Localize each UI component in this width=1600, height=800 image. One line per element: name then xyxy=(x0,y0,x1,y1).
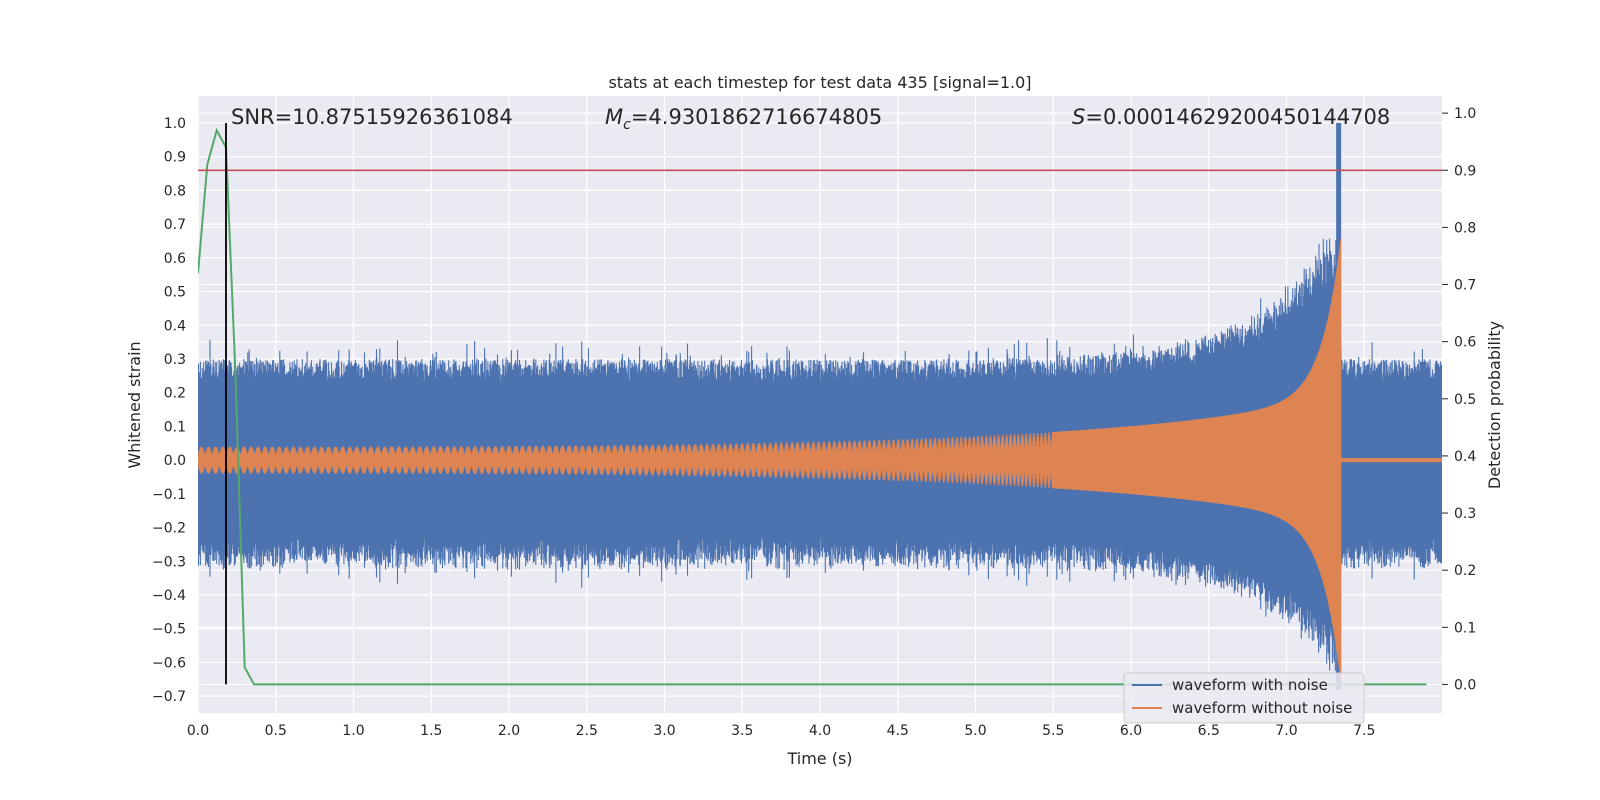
legend-label-clean: waveform without noise xyxy=(1172,699,1352,717)
y-tick-labels-right: 0.0 0.1 0.2 0.3 0.4 0.5 0.6 0.7 0.8 0.9 1.0 xyxy=(1442,106,1476,693)
y-tick-label-right: 0.3 xyxy=(1454,506,1476,522)
x-tick-label: 2.0 xyxy=(498,723,520,739)
y-tick-label-right: 0.4 xyxy=(1454,449,1476,465)
mc-value: =4.9301862716674805 xyxy=(631,105,882,129)
y-axis-label-left: Whitened strain xyxy=(125,341,144,468)
s-value: =0.00014629200450144708 xyxy=(1085,105,1390,129)
y-tick-label-left: −0.6 xyxy=(152,655,186,671)
y-tick-labels-left: −0.7 −0.6 −0.5 −0.4 −0.3 −0.2 −0.1 0.0 0.1 0.2 0.3… xyxy=(152,116,186,705)
y-tick-label-left: 0.0 xyxy=(164,453,186,469)
x-tick-label: 6.5 xyxy=(1198,723,1220,739)
x-tick-label: 0.5 xyxy=(265,723,287,739)
x-tick-label: 7.0 xyxy=(1275,723,1297,739)
y-tick-label-right: 0.2 xyxy=(1454,563,1476,579)
legend: waveform with noise waveform without noi… xyxy=(1123,672,1365,724)
y-tick-label-right: 0.9 xyxy=(1454,163,1476,179)
x-tick-label: 0.0 xyxy=(187,723,209,739)
y-tick-label-left: 0.1 xyxy=(164,419,186,435)
series-waveform-without-noise xyxy=(198,238,1442,682)
y-tick-label-left: 0.7 xyxy=(164,217,186,233)
mc-symbol: M xyxy=(605,105,623,129)
y-tick-label-right: 0.7 xyxy=(1454,278,1476,294)
chart-title: stats at each timestep for test data 435… xyxy=(608,73,1031,92)
y-tick-label-left: 0.8 xyxy=(164,183,186,199)
x-tick-label: 4.0 xyxy=(809,723,831,739)
x-tick-label: 3.5 xyxy=(731,723,753,739)
x-tick-label: 6.0 xyxy=(1120,723,1142,739)
x-tick-label: 7.5 xyxy=(1353,723,1375,739)
mc-subscript: c xyxy=(623,117,631,133)
snr-annotation: SNR=10.87515926361084 xyxy=(231,105,513,129)
y-tick-label-right: 0.6 xyxy=(1454,335,1476,351)
s-symbol: S xyxy=(1072,105,1085,129)
x-tick-label: 1.0 xyxy=(342,723,364,739)
y-tick-label-left: −0.5 xyxy=(152,622,186,638)
x-tick-label: 5.5 xyxy=(1042,723,1064,739)
x-tick-label: 1.5 xyxy=(420,723,442,739)
mc-annotation: Mc=4.9301862716674805 xyxy=(605,105,882,133)
x-tick-label: 5.0 xyxy=(964,723,986,739)
x-tick-labels: 0.0 0.5 1.0 1.5 2.0 2.5 3.0 3.5 4.0 4.5 5.0 5.5 6.0 6… xyxy=(187,723,1376,739)
x-tick-label: 3.0 xyxy=(653,723,675,739)
x-axis-label: Time (s) xyxy=(786,749,852,768)
x-tick-label: 2.5 xyxy=(576,723,598,739)
y-tick-label-left: 0.2 xyxy=(164,386,186,402)
y-tick-label-right: 1.0 xyxy=(1454,106,1476,122)
y-tick-label-left: −0.4 xyxy=(152,588,186,604)
legend-label-noise: waveform with noise xyxy=(1172,676,1328,694)
x-tick-label: 4.5 xyxy=(887,723,909,739)
y-tick-label-left: 0.3 xyxy=(164,352,186,368)
y-tick-label-left: 0.9 xyxy=(164,150,186,166)
y-tick-label-right: 0.0 xyxy=(1454,677,1476,693)
y-tick-label-left: 0.4 xyxy=(164,318,186,334)
y-axis-label-right: Detection probability xyxy=(1485,321,1504,489)
y-tick-label-right: 0.5 xyxy=(1454,392,1476,408)
y-tick-label-left: −0.7 xyxy=(152,689,186,705)
y-tick-label-left: 0.6 xyxy=(164,251,186,267)
s-annotation: S=0.00014629200450144708 xyxy=(1072,105,1390,129)
y-tick-label-right: 0.8 xyxy=(1454,220,1476,236)
y-tick-label-left: −0.3 xyxy=(152,554,186,570)
y-tick-label-left: 0.5 xyxy=(164,285,186,301)
y-tick-label-left: 1.0 xyxy=(164,116,186,132)
series-detection-probability xyxy=(198,127,1427,686)
y-tick-label-left: −0.2 xyxy=(152,521,186,537)
y-tick-label-right: 0.1 xyxy=(1454,620,1476,636)
y-tick-label-left: −0.1 xyxy=(152,487,186,503)
